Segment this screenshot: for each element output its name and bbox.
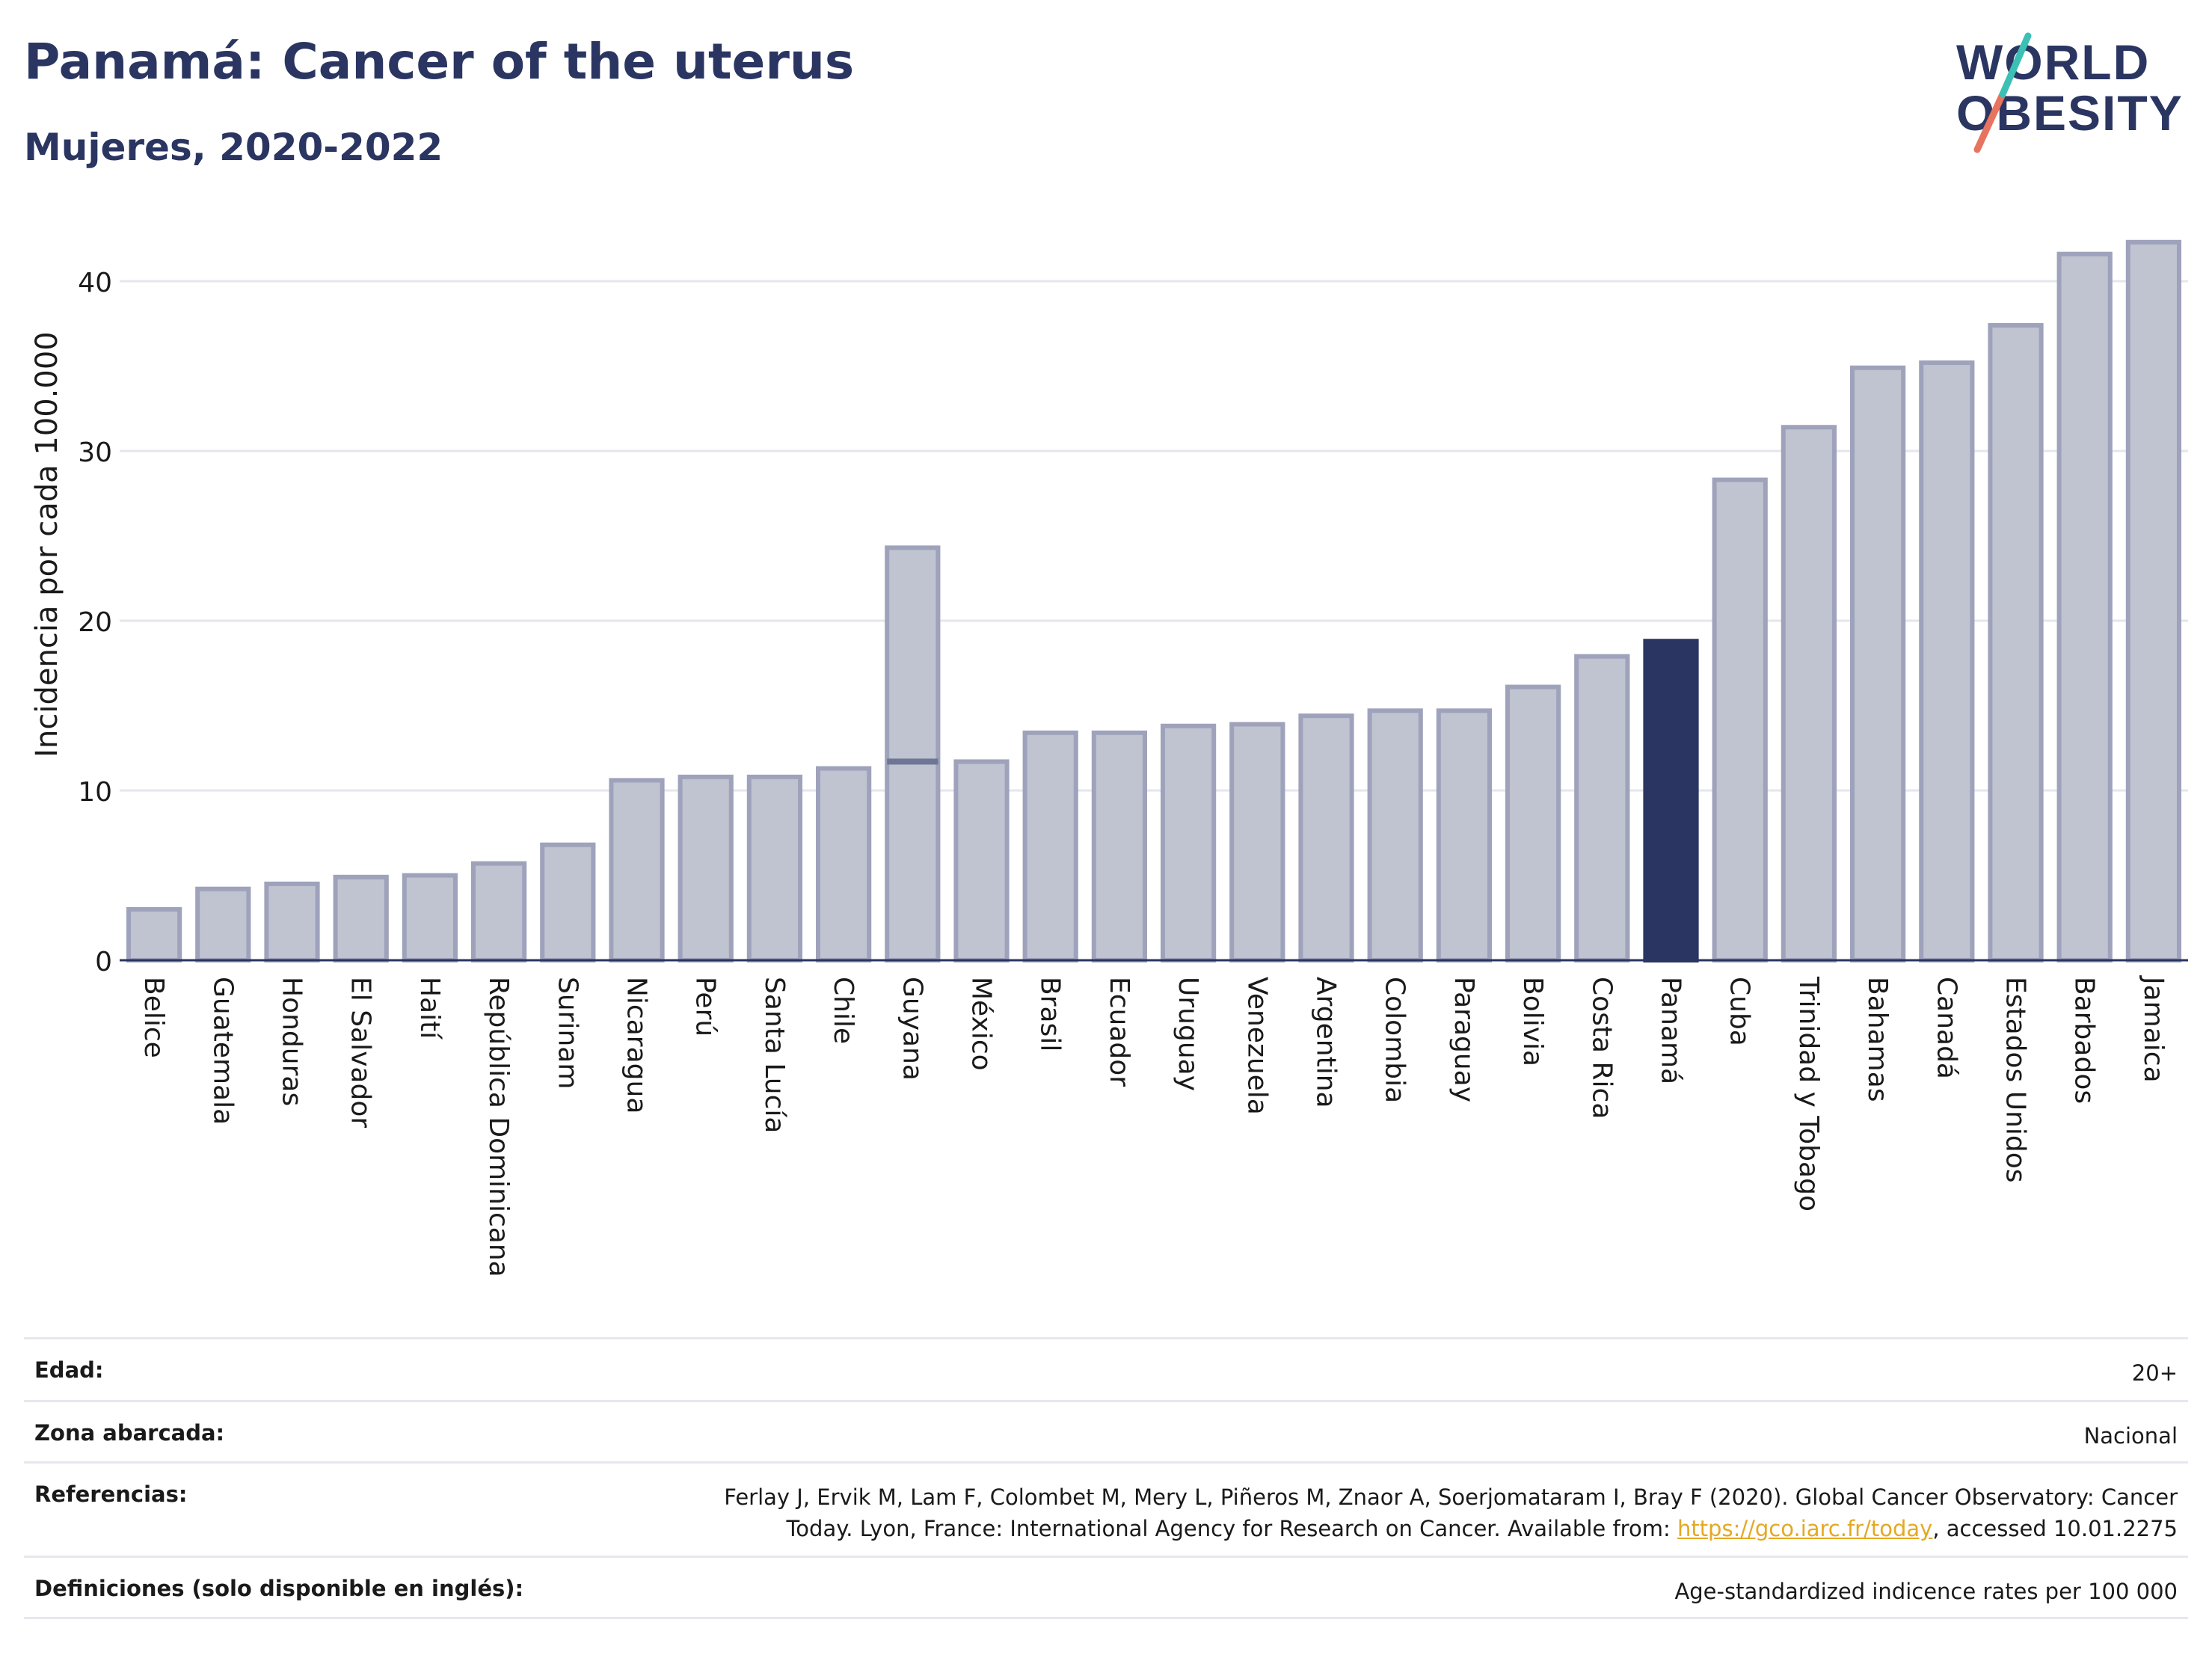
x-tick-label: Bahamas	[1862, 977, 1893, 1102]
metadata-bottom-rule	[24, 1617, 2188, 1619]
y-axis-label: Incidencia por cada 100.000	[30, 331, 64, 758]
logo-word-world: WORLD	[1956, 34, 2150, 90]
y-tick-label: 0	[95, 947, 112, 977]
x-tick-label: Bolivia	[1517, 977, 1548, 1066]
bar-jamaica	[2125, 239, 2182, 963]
x-tick-label: Venezuela	[1241, 977, 1272, 1115]
x-tick-labels: Belice Guatemala Honduras El Salvador Haití R…	[138, 975, 2169, 1277]
x-tick-label: Panamá	[1656, 977, 1686, 1084]
bars	[126, 239, 2182, 963]
x-tick-label: República Dominicana	[483, 977, 514, 1277]
x-tick-label: Jamaica	[2138, 975, 2169, 1083]
bar-canadá	[1919, 360, 1975, 962]
bar-panamá	[1643, 639, 1699, 962]
bar-brasil	[1022, 730, 1078, 962]
bar-bolivia	[1505, 684, 1561, 963]
x-tick-label: Perú	[690, 977, 721, 1037]
x-tick-label: Trinidad y Tobago	[1793, 976, 1824, 1212]
x-tick-label: Guyana	[897, 977, 927, 1081]
x-tick-label: México	[966, 977, 997, 1071]
bar-guyana	[885, 545, 941, 962]
x-tick-label: Barbados	[2069, 977, 2100, 1104]
x-tick-label: Honduras	[277, 977, 307, 1106]
x-tick-label: Uruguay	[1173, 977, 1203, 1091]
bar-honduras	[264, 881, 320, 962]
definitions-value: Age-standardized indicence rates per 100…	[1674, 1579, 2178, 1604]
bar-perú	[678, 774, 734, 962]
y-tick-labels: 0 10 20 30 40	[78, 268, 112, 977]
bar-el-salvador	[333, 874, 389, 963]
bar-costa-rica	[1574, 654, 1630, 962]
x-tick-label: El Salvador	[345, 977, 376, 1128]
bar-cuba	[1712, 477, 1768, 962]
references-line-2-end: , accessed 10.01.2275	[1932, 1516, 2178, 1541]
bar-uruguay	[1160, 723, 1217, 962]
x-tick-label: Chile	[828, 977, 858, 1044]
bar-nicaragua	[609, 778, 665, 962]
x-tick-label: Surinam	[552, 977, 583, 1089]
x-tick-label: Nicaragua	[621, 977, 652, 1114]
x-tick-label: Ecuador	[1104, 977, 1134, 1087]
y-tick-label: 10	[78, 777, 112, 808]
age-label: Edad:	[34, 1357, 104, 1383]
x-tick-label: Brasil	[1035, 977, 1066, 1051]
bar-colombia	[1367, 708, 1423, 962]
bar-ecuador	[1091, 730, 1148, 962]
bar-chart: 0 10 20 30 40 Belice Guatemala Honduras El Salv…	[30, 239, 2188, 1277]
references-line-2: Today. Lyon, France: International Agenc…	[786, 1516, 1677, 1541]
y-tick-label: 40	[78, 268, 112, 298]
definitions-label: Definiciones (solo disponible en inglés)…	[34, 1576, 524, 1601]
world-obesity-logo: WORLD OBESITY	[1956, 32, 2182, 153]
x-tick-label: Guatemala	[207, 977, 238, 1125]
area-label: Zona abarcada:	[34, 1420, 225, 1446]
chart-title: Panamá: Cancer of the uterus	[24, 33, 855, 90]
x-tick-label: Costa Rica	[1586, 977, 1617, 1119]
references-line-1: Ferlay J, Ervik M, Lam F, Colombet M, Me…	[724, 1484, 2178, 1510]
references-label: Referencias:	[34, 1481, 188, 1507]
bar-bahamas	[1849, 365, 1906, 962]
meta-row-age: Edad: 20+	[24, 1337, 2188, 1400]
bar-chile	[815, 766, 872, 962]
meta-row-area: Zona abarcada: Nacional	[24, 1400, 2188, 1461]
metadata-table: Edad: 20+ Zona abarcada: Nacional Refere…	[24, 1337, 2188, 1619]
bar-guatemala	[195, 886, 251, 963]
bar-venezuela	[1229, 722, 1285, 962]
meta-row-references: Referencias: Ferlay J, Ervik M, Lam F, C…	[24, 1461, 2188, 1556]
age-value: 20+	[2131, 1360, 2178, 1386]
x-tick-label: Colombia	[1380, 977, 1410, 1103]
bar-haití	[402, 873, 458, 962]
bar-surinam	[540, 842, 596, 963]
bar-méxico	[953, 759, 1010, 962]
bar-santa-lucía	[746, 774, 803, 962]
x-tick-label: Cuba	[1724, 977, 1755, 1046]
grid-lines	[120, 280, 2188, 792]
x-tick-label: Santa Lucía	[759, 977, 790, 1133]
bar-república-dominicana	[470, 861, 527, 962]
bar-argentina	[1298, 713, 1354, 962]
references-link[interactable]: https://gco.iarc.fr/today	[1677, 1516, 1933, 1541]
x-tick-label: Canadá	[1931, 977, 1961, 1079]
chart-subtitle: Mujeres, 2020-2022	[24, 126, 443, 169]
x-tick-label: Argentina	[1311, 977, 1342, 1108]
y-tick-label: 20	[78, 607, 112, 638]
references-value: Ferlay J, Ervik M, Lam F, Colombet M, Me…	[724, 1481, 2178, 1544]
x-tick-label: Paraguay	[1448, 977, 1479, 1102]
bar-belice	[126, 906, 182, 963]
x-tick-label: Haití	[414, 977, 445, 1040]
x-tick-label: Estados Unidos	[2000, 977, 2031, 1183]
meta-row-definitions: Definiciones (solo disponible en inglés)…	[24, 1556, 2188, 1617]
area-value: Nacional	[2083, 1423, 2178, 1449]
x-tick-label: Belice	[138, 977, 169, 1058]
bar-barbados	[2056, 251, 2113, 962]
bar-paraguay	[1436, 708, 1493, 962]
bar-trinidad-y-tobago	[1781, 425, 1837, 962]
bar-estados-unidos	[1988, 323, 2044, 962]
y-tick-label: 30	[78, 437, 112, 468]
